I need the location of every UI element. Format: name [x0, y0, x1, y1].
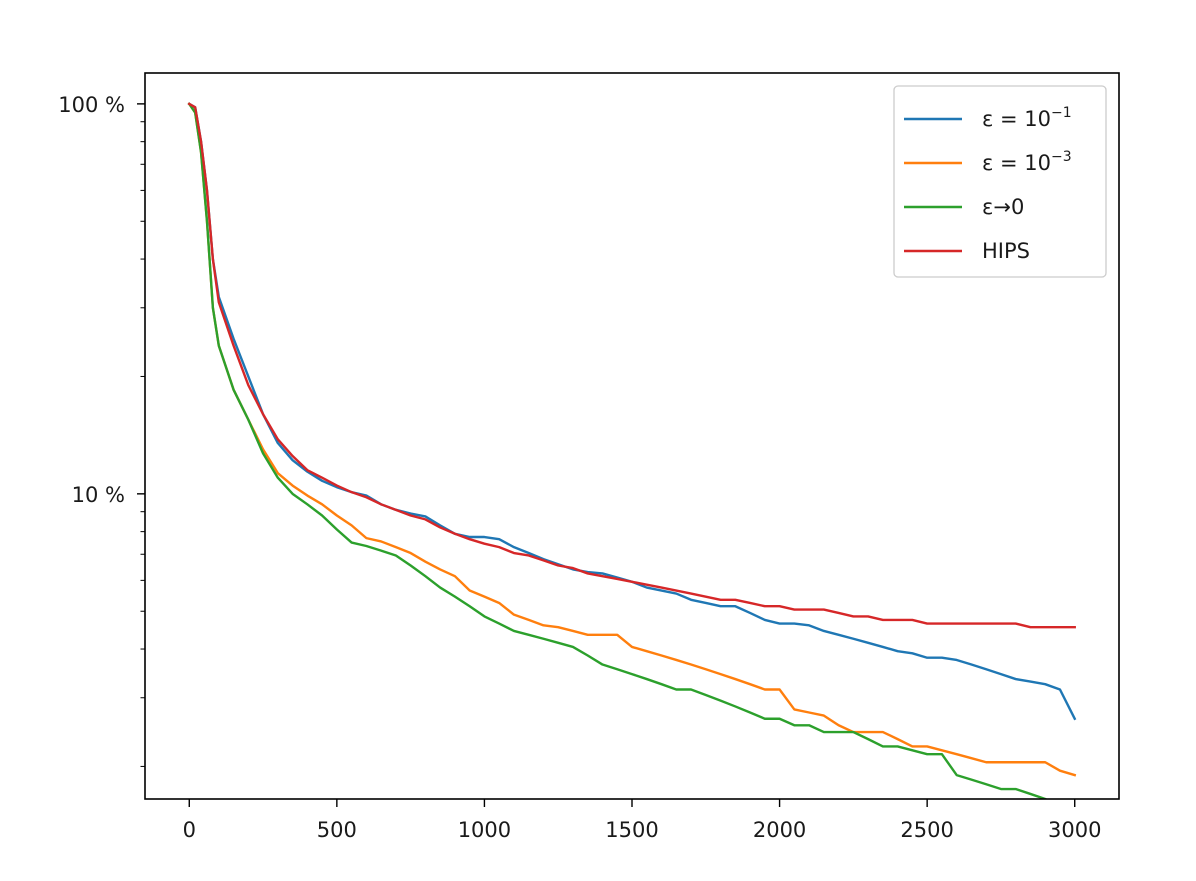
y-tick-label: 10 % — [72, 483, 125, 507]
x-tick-label: 0 — [183, 818, 196, 842]
legend-label-exponent: −3 — [1051, 149, 1072, 165]
legend-box — [893, 85, 1107, 278]
x-tick-label: 2500 — [900, 818, 953, 842]
legend-label-text: HIPS — [982, 239, 1030, 263]
x-tick-label: 3000 — [1048, 818, 1101, 842]
y-tick-label: 100 % — [58, 93, 125, 117]
x-tick-label: 500 — [317, 818, 357, 842]
legend-label-2: ε→0 — [982, 195, 1024, 219]
legend-label-text: ε→0 — [982, 195, 1024, 219]
legend-label-1: ε = 10−3 — [982, 149, 1072, 175]
series-layer — [187, 102, 1077, 799]
x-axis: 0 500 1000 1500 2000 2500 3000 — [183, 799, 1101, 842]
legend-label-0: ε = 10−1 — [982, 105, 1072, 131]
legend-label-text: ε = 10 — [982, 107, 1051, 131]
x-tick-label: 1000 — [458, 818, 511, 842]
x-tick-label: 2000 — [753, 818, 806, 842]
legend-label-exponent: −1 — [1051, 105, 1072, 121]
series-line-3 — [187, 102, 1076, 629]
series-line-1 — [187, 102, 1077, 777]
legend-label-text: ε = 10 — [982, 151, 1051, 175]
y-axis: 100 % 10 % — [58, 93, 145, 767]
series-line-2 — [187, 102, 1048, 799]
x-tick-label: 1500 — [605, 818, 658, 842]
series-line-0 — [187, 102, 1077, 721]
legend-label-3: HIPS — [982, 239, 1030, 263]
